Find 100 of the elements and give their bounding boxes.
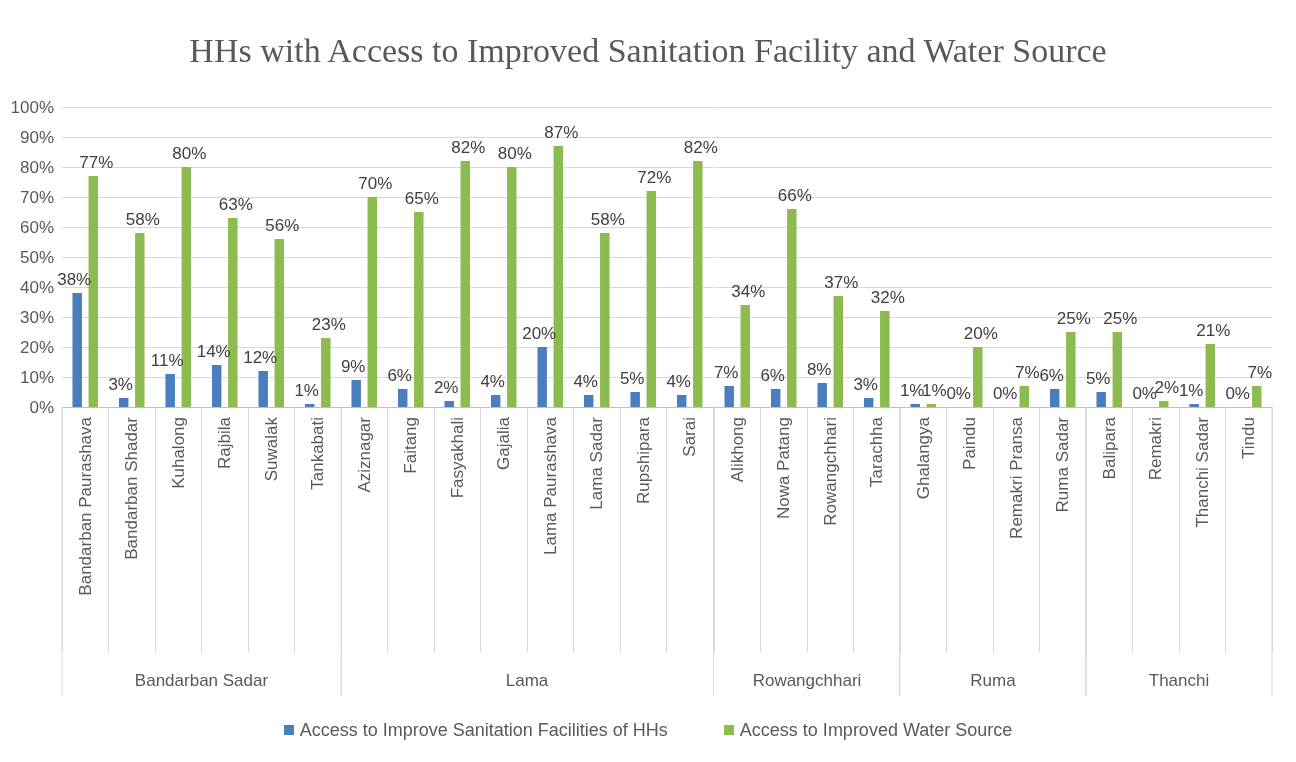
x-tick-label: Thanchi Sadar [1192, 416, 1212, 528]
bar [460, 161, 471, 407]
bar [1189, 404, 1199, 407]
data-label: 1% [899, 381, 925, 400]
data-label: 21% [1196, 321, 1231, 340]
bar [740, 305, 750, 407]
x-tick-label: Bandarban Paurashava [75, 416, 95, 596]
bar [258, 371, 268, 407]
data-label: 80% [498, 144, 533, 163]
bar [910, 404, 920, 407]
data-label: 25% [1103, 309, 1138, 328]
data-label: 58% [591, 210, 626, 229]
bar [1158, 401, 1169, 407]
y-tick-label: 100% [10, 97, 54, 117]
x-tick-label: Tarachha [866, 416, 886, 487]
bar [444, 401, 455, 407]
bar [1049, 389, 1060, 407]
bar [135, 233, 145, 407]
bar [367, 197, 378, 407]
data-label: 77% [79, 153, 114, 172]
y-tick-label: 10% [19, 367, 54, 387]
x-tick-label: Suwalak [261, 416, 281, 482]
x-tick-label: Ghalangya [913, 416, 933, 500]
x-tick-label: Sarai [680, 417, 700, 457]
bar [72, 293, 82, 407]
data-label: 82% [451, 138, 486, 157]
y-tick-label: 70% [19, 187, 54, 207]
x-tick-label: Faitang [401, 417, 421, 474]
data-label: 4% [666, 372, 692, 391]
x-tick-label: Remakri Pransa [1006, 416, 1026, 539]
data-label: 6% [759, 366, 785, 385]
bar [1112, 332, 1122, 407]
bar [723, 386, 734, 407]
data-label: 63% [218, 195, 253, 214]
bar [879, 311, 890, 407]
bar [165, 374, 175, 407]
data-label: 20% [963, 324, 998, 343]
bar [1065, 332, 1076, 407]
data-label: 87% [544, 123, 579, 142]
x-axis-title: Rowangchhari [752, 671, 861, 690]
data-label: 0% [946, 384, 971, 403]
legend-label: Access to Improved Water Source [738, 720, 1013, 741]
data-label: 34% [730, 282, 765, 301]
x-tick-label: Rowangchhari [820, 417, 840, 526]
bar [398, 389, 408, 407]
data-label: 56% [265, 216, 300, 235]
bar [1096, 392, 1106, 407]
y-tick-label: 0% [29, 397, 54, 417]
data-label: 8% [806, 360, 832, 379]
bar [770, 389, 780, 407]
bar [677, 395, 687, 407]
x-tick-label: Paindu [959, 417, 979, 470]
bar [321, 338, 331, 407]
data-label: 6% [1039, 366, 1064, 385]
data-label: 7% [1014, 363, 1040, 382]
data-label: 32% [870, 288, 905, 307]
y-tick-label: 40% [19, 277, 54, 297]
x-tick-label: Alikhong [727, 417, 747, 483]
data-label: 1% [1178, 381, 1204, 400]
x-axis-title: Ruma [970, 671, 1016, 690]
bar [584, 395, 594, 407]
x-tick-label: Tankabati [308, 417, 328, 490]
data-label: 66% [777, 186, 812, 205]
data-label: 1% [294, 381, 319, 400]
data-label: 6% [387, 366, 413, 385]
x-tick-label: Bandarban Shadar [122, 416, 142, 560]
data-label: 0% [1225, 384, 1250, 403]
data-label: 2% [434, 378, 459, 397]
data-label: 82% [684, 138, 719, 157]
bar [972, 347, 983, 407]
x-tick-label: Balipara [1099, 416, 1119, 480]
legend-label: Access to Improve Sanitation Facilities of HHs [298, 720, 668, 741]
data-label: 0% [992, 384, 1018, 403]
x-tick-label: Ruma Sadar [1052, 416, 1072, 513]
data-label: 3% [852, 375, 878, 394]
bar [630, 392, 641, 407]
bar [863, 398, 873, 407]
bar [491, 395, 501, 407]
data-label: 80% [172, 144, 207, 163]
x-tick-label: Rajbila [215, 416, 235, 469]
y-tick-label: 50% [19, 247, 54, 267]
x-tick-label: Aziznagar [354, 416, 374, 493]
bar [118, 398, 129, 407]
data-label: 25% [1056, 309, 1091, 328]
y-tick-label: 30% [19, 307, 54, 327]
data-label: 7% [713, 363, 739, 382]
data-label: 65% [405, 189, 440, 208]
data-label: 58% [125, 210, 160, 229]
bar [926, 404, 936, 407]
y-tick-label: 60% [19, 217, 54, 237]
data-label: 4% [573, 372, 599, 391]
y-tick-label: 90% [19, 127, 54, 147]
x-tick-label: Lama Paurashava [540, 416, 560, 555]
data-label: 0% [1132, 384, 1157, 403]
data-label: 3% [108, 375, 133, 394]
bar [537, 347, 548, 407]
data-label: 70% [358, 174, 393, 193]
bar [1019, 386, 1029, 407]
x-tick-label: Tindu [1239, 417, 1259, 459]
bar [211, 365, 222, 407]
